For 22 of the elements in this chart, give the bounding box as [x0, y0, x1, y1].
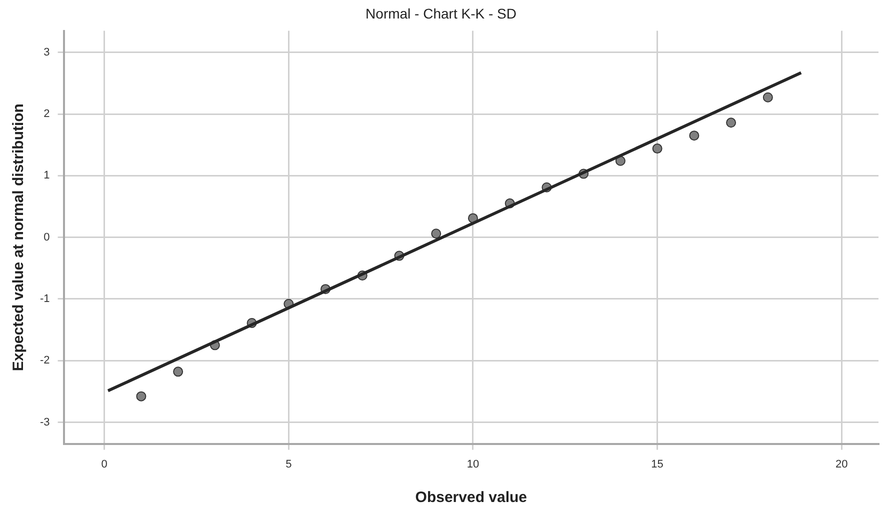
y-tick-label: -3 — [40, 416, 50, 428]
y-tick-label: 2 — [44, 108, 50, 120]
y-tick-label: 0 — [44, 231, 50, 244]
point — [689, 130, 700, 141]
x-tick-label: 10 — [466, 458, 480, 470]
x-tick-label: 5 — [286, 458, 292, 470]
point — [726, 118, 736, 128]
point — [652, 144, 662, 154]
y-tick-label: -2 — [40, 354, 50, 367]
y-tick-label: 1 — [44, 170, 50, 182]
x-tick-label: 20 — [836, 458, 848, 470]
y-tick-label: -1 — [40, 292, 50, 305]
point — [762, 92, 773, 102]
chart-title: Normal - Chart K-K - SD — [366, 5, 516, 22]
x-tick-label: 0 — [101, 458, 108, 470]
point — [136, 391, 146, 402]
point — [431, 228, 442, 239]
y-axis-title: Expected value at normal distribution — [10, 104, 28, 372]
y-tick-label: 3 — [44, 46, 50, 58]
x-tick-label: 15 — [651, 458, 664, 470]
point — [173, 366, 184, 377]
x-axis-title: Observed value — [415, 489, 528, 506]
